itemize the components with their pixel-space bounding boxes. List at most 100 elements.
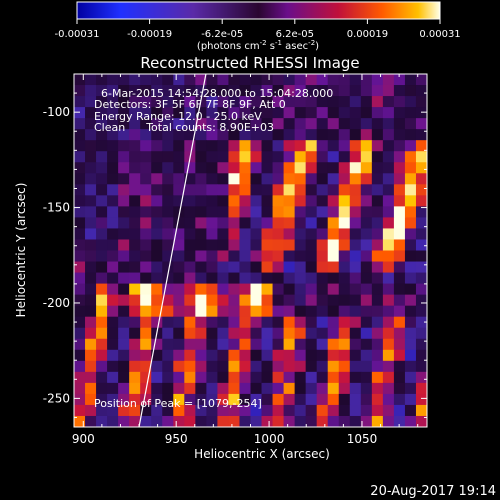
- heatmap-cell: [195, 316, 207, 329]
- heatmap-cell: [382, 327, 395, 340]
- heatmap-cell: [338, 228, 351, 240]
- heatmap-cell: [217, 184, 229, 196]
- heatmap-cell: [261, 415, 274, 427]
- heatmap-cell: [129, 85, 141, 97]
- heatmap-cell: [272, 327, 285, 340]
- heatmap-cell: [206, 140, 218, 152]
- heatmap-cell: [239, 283, 251, 296]
- heatmap-cell: [283, 371, 296, 384]
- heatmap-cell: [140, 250, 152, 263]
- heatmap-cell: [338, 217, 351, 229]
- heatmap-cell: [85, 129, 97, 141]
- heatmap-cell: [283, 217, 296, 229]
- heatmap-cell: [283, 382, 296, 395]
- heatmap-cell: [162, 305, 174, 318]
- heatmap-cell: [272, 217, 285, 229]
- heatmap-cell: [349, 151, 362, 163]
- heatmap-cell: [338, 184, 351, 196]
- heatmap-cell: [338, 371, 351, 384]
- heatmap-cell: [151, 129, 163, 141]
- heatmap-cell: [261, 360, 274, 373]
- heatmap-cell: [129, 151, 141, 163]
- heatmap-cell: [371, 228, 384, 240]
- heatmap-cell: [415, 217, 427, 229]
- heatmap-cell: [338, 96, 351, 108]
- heatmap-cell: [162, 162, 174, 174]
- heatmap-cell: [118, 327, 130, 340]
- heatmap-cell: [74, 404, 86, 417]
- heatmap-cell: [327, 283, 340, 296]
- heatmap-cell: [382, 415, 395, 427]
- heatmap-cell: [415, 74, 427, 86]
- heatmap-cell: [228, 360, 240, 373]
- heatmap-cell: [261, 206, 274, 218]
- heatmap-cell: [151, 206, 163, 218]
- heatmap-cell: [261, 294, 274, 307]
- peak-position-text: Position of Peak = [1079,-254]: [94, 397, 262, 410]
- heatmap-cell: [272, 74, 285, 86]
- heatmap-cell: [382, 85, 395, 97]
- heatmap-cell: [140, 184, 152, 196]
- heatmap-cell: [151, 162, 163, 174]
- annotation-detectors: Detectors: 3F 5F 6F 7F 8F 9F, Att 0: [94, 98, 286, 111]
- heatmap-cell: [173, 184, 185, 196]
- heatmap-cell: [404, 294, 417, 307]
- heatmap-cell: [206, 327, 218, 340]
- heatmap-cell: [382, 239, 395, 251]
- heatmap-cell: [206, 316, 218, 329]
- heatmap-cell: [316, 261, 329, 274]
- heatmap-cell: [272, 140, 285, 152]
- heatmap-cell: [415, 261, 427, 274]
- heatmap-cell: [338, 272, 351, 285]
- heatmap-cell: [294, 239, 307, 251]
- heatmap-cell: [404, 415, 417, 427]
- heatmap-cell: [74, 327, 86, 340]
- heatmap-cell: [140, 327, 152, 340]
- heatmap-cell: [107, 140, 119, 152]
- heatmap-cell: [371, 393, 384, 406]
- heatmap-cell: [140, 173, 152, 185]
- heatmap-cell: [294, 294, 307, 307]
- heatmap-cell: [107, 228, 119, 240]
- heatmap-cell: [173, 360, 185, 373]
- heatmap-cell: [283, 261, 296, 274]
- heatmap-cell: [349, 162, 362, 174]
- heatmap-cell: [349, 327, 362, 340]
- heatmap-cell: [261, 283, 274, 296]
- heatmap-cell: [327, 173, 340, 185]
- heatmap-cell: [184, 118, 196, 130]
- heatmap-cell: [349, 349, 362, 362]
- heatmap-cell: [118, 162, 130, 174]
- heatmap-cell: [261, 184, 274, 196]
- heatmap-cell: [129, 96, 141, 108]
- heatmap-cell: [239, 206, 251, 218]
- heatmap-cell: [140, 107, 152, 119]
- heatmap-cell: [228, 250, 240, 263]
- heatmap-cell: [338, 415, 351, 427]
- heatmap-cell: [382, 250, 395, 263]
- heatmap-cell: [140, 294, 152, 307]
- heatmap-cell: [360, 118, 373, 130]
- heatmap-cell: [195, 228, 207, 240]
- colorbar-ticks: -0.00031 -0.00019 -6.2e-05 6.2e-05 0.00019 0.…: [55, 19, 461, 40]
- heatmap-cell: [415, 415, 427, 427]
- heatmap-cell: [74, 338, 86, 351]
- heatmap-cell: [261, 195, 274, 207]
- heatmap-cell: [162, 96, 174, 108]
- heatmap-cell: [294, 371, 307, 384]
- y-tick-label: -150: [43, 201, 70, 215]
- heatmap-cell: [74, 85, 86, 97]
- heatmap-cell: [349, 371, 362, 384]
- heatmap-cell: [206, 162, 218, 174]
- heatmap-cell: [371, 327, 384, 340]
- heatmap-cell: [162, 360, 174, 373]
- heatmap-cell: [129, 272, 141, 285]
- heatmap-cell: [371, 206, 384, 218]
- heatmap-cell: [206, 382, 218, 395]
- heatmap-cell: [393, 173, 406, 185]
- heatmap-cell: [338, 74, 351, 86]
- heatmap-cell: [272, 250, 285, 263]
- heatmap-cell: [316, 85, 329, 97]
- heatmap-cell: [316, 140, 329, 152]
- heatmap-cell: [162, 415, 174, 427]
